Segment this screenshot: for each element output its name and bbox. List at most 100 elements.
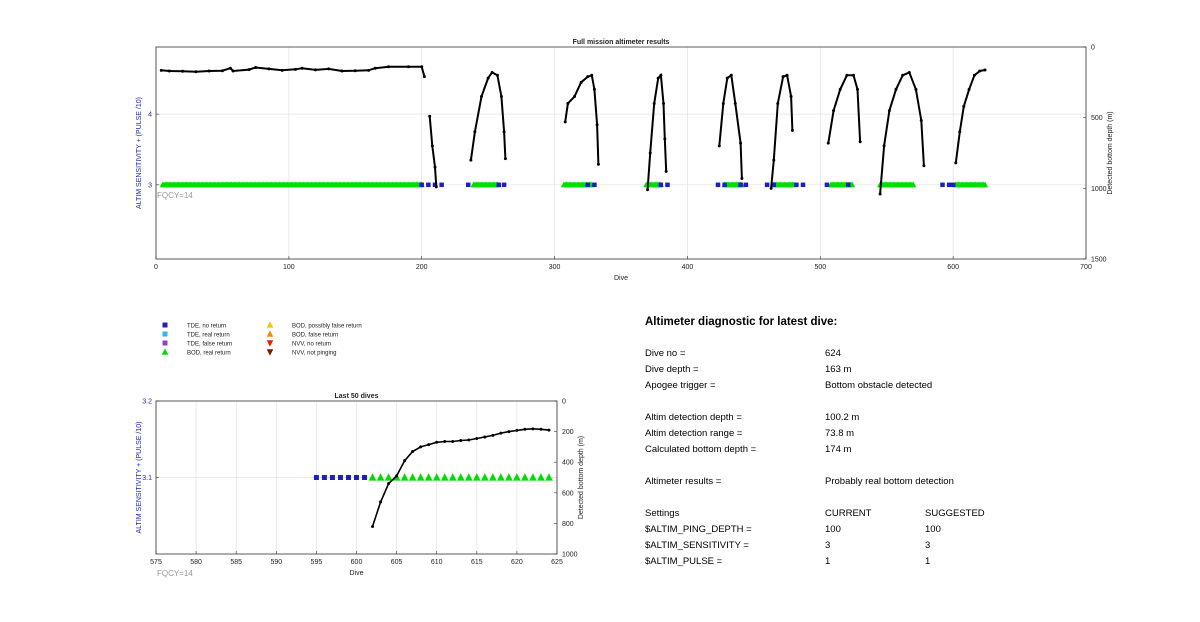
bod-real-return-marker — [161, 348, 169, 355]
y-right-tick-label: 0 — [1091, 45, 1095, 52]
tde-no-return-marker — [432, 182, 438, 188]
bottom-depth-point — [523, 427, 527, 431]
bottom-depth-point — [313, 68, 317, 72]
tde-no-return-marker — [940, 182, 945, 188]
bod-real-return-marker — [982, 181, 989, 188]
bod-real-return-marker — [440, 473, 449, 481]
plot-frame — [155, 46, 1087, 260]
bod-real-return-marker — [505, 473, 513, 481]
tde-no-return-marker — [715, 182, 721, 188]
settings-current-header: CURRENT — [825, 508, 872, 519]
x-tick-label: 590 — [270, 559, 282, 566]
bottom-depth-point — [387, 482, 391, 486]
bod-real-return-marker — [408, 473, 417, 481]
x-axis-label: Dive — [614, 275, 628, 282]
bod-real-return-marker — [448, 473, 457, 481]
tde-no-return-marker — [738, 182, 743, 188]
tde-no-return-marker — [337, 475, 343, 480]
bottom-depth-point — [419, 445, 423, 449]
legend-label: TDE, no return — [187, 324, 226, 330]
bottom-depth-point — [978, 69, 982, 73]
bottom-depth-point — [467, 438, 471, 442]
bottom-depth-point — [852, 73, 855, 77]
bottom-depth-point — [721, 102, 725, 106]
bottom-depth-point — [914, 87, 918, 91]
legend-label: TDE, false return — [187, 342, 232, 348]
bottom-depth-point — [503, 157, 507, 161]
tde-no-return-marker — [794, 182, 799, 188]
bottom-depth-point — [480, 94, 483, 98]
bottom-depth-line — [954, 69, 986, 164]
bottom-depth-point — [430, 144, 434, 148]
bottom-depth-point — [490, 70, 494, 74]
bottom-depth-point — [596, 162, 600, 166]
bottom-depth-point — [499, 94, 503, 98]
settings-suggested-header: SUGGESTED — [925, 508, 985, 519]
bod-real-return-marker — [472, 473, 481, 481]
diag-label: Dive depth = — [645, 364, 699, 375]
bottom-depth-point — [434, 185, 438, 189]
bottom-depth-point — [367, 68, 371, 72]
bod-real-return-marker — [529, 473, 537, 481]
tde-no-return-marker — [345, 475, 351, 480]
bod-real-return-marker — [497, 473, 505, 481]
diag-label: Altimeter results = — [645, 476, 722, 487]
bottom-depth-point — [776, 102, 780, 106]
tde-no-return-marker — [946, 182, 952, 188]
bottom-depth-point — [962, 104, 966, 108]
y-right-tick-label: 1000 — [1091, 186, 1107, 193]
bottom-depth-point — [785, 73, 789, 77]
bottom-depth-point — [566, 102, 570, 106]
bottom-depth-point — [300, 66, 304, 70]
x-tick-label: 200 — [416, 264, 428, 271]
tde-no-return-marker — [764, 182, 770, 188]
bottom-depth-point — [267, 67, 271, 71]
bottom-depth-point — [373, 66, 377, 70]
bottom-depth-line — [161, 65, 426, 77]
setting-name: $ALTIM_PING_DEPTH = — [645, 524, 752, 535]
bottom-depth-point — [919, 118, 923, 122]
bottom-depth-point — [473, 130, 477, 134]
y-right-tick-label: 1500 — [1091, 257, 1107, 264]
diag-label: Altim detection range = — [645, 428, 743, 439]
bottom-depth-point — [443, 440, 447, 444]
y-right-tick-label: 400 — [562, 460, 574, 467]
setting-current: 3 — [825, 540, 831, 551]
x-tick-label: 300 — [549, 264, 561, 271]
diag-value: Probably real bottom detection — [825, 476, 954, 487]
y-left-tick-label: 3.1 — [142, 475, 152, 482]
bottom-depth-line — [646, 73, 668, 190]
diagnostic-title: Altimeter diagnostic for latest dive: — [645, 316, 838, 328]
bottom-depth-point — [659, 73, 663, 77]
tde-no-return-marker — [465, 182, 471, 188]
bottom-depth-point — [772, 158, 776, 162]
y-right-tick-label: 600 — [562, 490, 574, 497]
bottom-depth-point — [403, 459, 407, 463]
bod-real-return-marker — [849, 181, 856, 188]
bod-real-return-marker — [488, 473, 497, 481]
tde-no-return-marker — [426, 182, 431, 188]
legend-label: BOD, possibly false return — [292, 324, 362, 330]
bottom-depth-point — [247, 68, 251, 72]
bottom-depth-point — [729, 73, 733, 77]
y-right-axis-label: Detected bottom depth (m) — [1107, 111, 1114, 194]
y-right-tick-label: 0 — [562, 399, 566, 406]
bottom-depth-point — [515, 428, 519, 432]
bottom-depth-line — [428, 116, 438, 187]
x-tick-label: 580 — [190, 559, 202, 566]
bottom-depth-point — [280, 68, 284, 72]
legend-label: TDE, real return — [187, 333, 230, 339]
fqcy-annotation: FQCY=14 — [157, 569, 193, 578]
legend-label: NVV, no return — [292, 342, 331, 348]
tde-no-return-marker — [321, 475, 327, 480]
bottom-depth-point — [371, 524, 375, 528]
bottom-depth-point — [887, 109, 891, 113]
diag-value: 163 m — [825, 364, 852, 375]
bottom-depth-point — [967, 87, 971, 91]
legend-label: BOD, real return — [187, 351, 231, 357]
bottom-depth-point — [420, 65, 424, 69]
bod-real-return-marker — [537, 473, 545, 481]
bod-real-return-marker — [456, 473, 465, 481]
bottom-depth-point — [531, 427, 535, 431]
diag-label: Calculated bottom depth = — [645, 444, 757, 455]
